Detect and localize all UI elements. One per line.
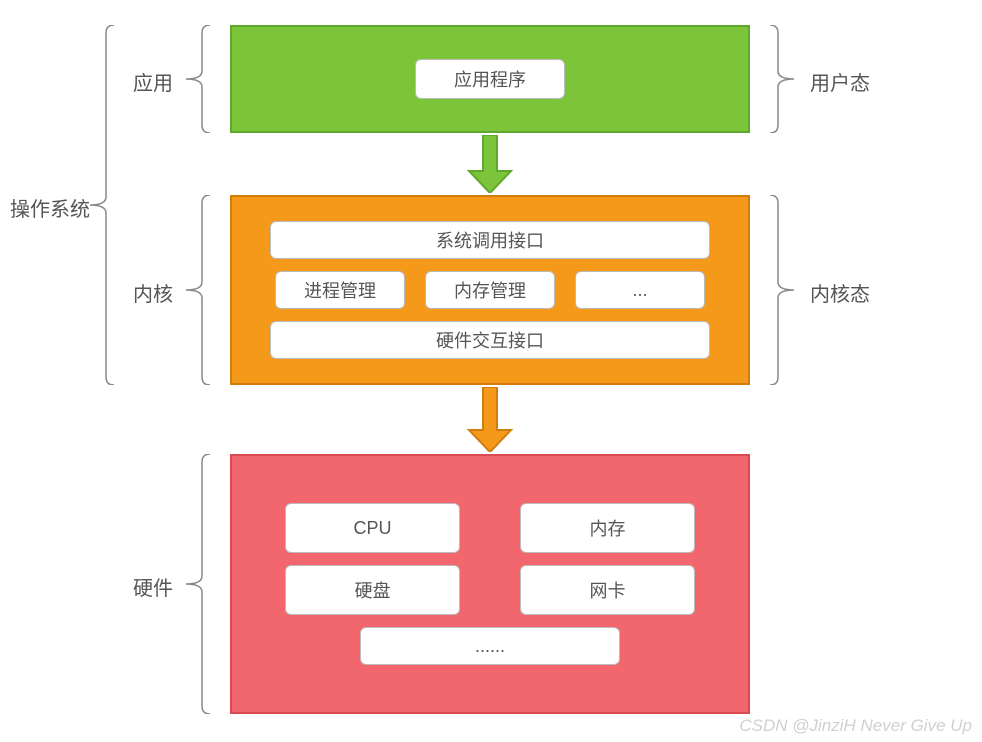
box-application-program: 应用程序 [415, 59, 565, 99]
box-label: 内存 [590, 515, 626, 541]
label-application: 应用 [133, 67, 173, 96]
watermark: CSDN @JinziH Never Give Up [739, 716, 972, 736]
box-label: 内存管理 [454, 277, 526, 303]
brace-kernel-left [186, 195, 210, 385]
box-label: ...... [475, 636, 505, 657]
box-memory-mgmt: 内存管理 [425, 271, 555, 309]
arrow-app-to-kernel [465, 135, 515, 193]
label-kernel-mode: 内核态 [810, 278, 870, 307]
layer-application: 应用程序 [230, 25, 750, 133]
box-hw-interface: 硬件交互接口 [270, 321, 710, 359]
brace-kernel-right [770, 195, 794, 385]
box-memory: 内存 [520, 503, 695, 553]
box-label: CPU [353, 518, 391, 539]
brace-hw-left [186, 454, 210, 714]
label-hardware: 硬件 [133, 572, 173, 601]
label-operating-system: 操作系统 [10, 193, 90, 222]
box-label: 应用程序 [454, 66, 526, 92]
box-label: 网卡 [590, 577, 626, 603]
brace-user-right [770, 25, 794, 133]
layer-hardware: CPU 内存 硬盘 网卡 ...... [230, 454, 750, 714]
brace-os-left [90, 25, 114, 385]
box-label: 进程管理 [304, 277, 376, 303]
box-label: 硬盘 [355, 577, 391, 603]
brace-app-left [186, 25, 210, 133]
box-label: 硬件交互接口 [436, 327, 544, 353]
label-kernel: 内核 [133, 278, 173, 307]
box-disk: 硬盘 [285, 565, 460, 615]
box-process-mgmt: 进程管理 [275, 271, 405, 309]
arrow-kernel-to-hw [465, 387, 515, 452]
box-label: ... [632, 280, 647, 301]
box-hw-ellipsis: ...... [360, 627, 620, 665]
os-architecture-diagram: 应用程序 系统调用接口 进程管理 内存管理 ... 硬件交互接口 [0, 0, 982, 742]
layer-kernel: 系统调用接口 进程管理 内存管理 ... 硬件交互接口 [230, 195, 750, 385]
box-syscall-interface: 系统调用接口 [270, 221, 710, 259]
label-user-mode: 用户态 [810, 67, 870, 96]
box-ellipsis: ... [575, 271, 705, 309]
box-label: 系统调用接口 [436, 227, 544, 253]
box-nic: 网卡 [520, 565, 695, 615]
box-cpu: CPU [285, 503, 460, 553]
